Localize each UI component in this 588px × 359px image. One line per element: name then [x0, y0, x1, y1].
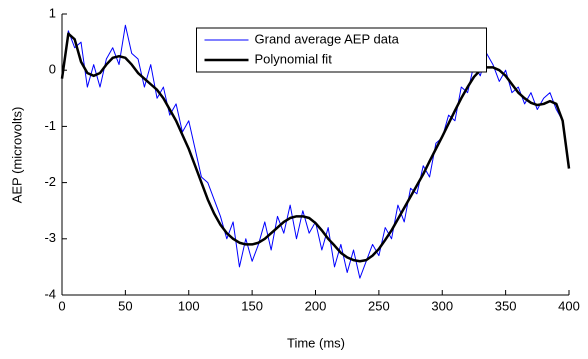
x-tick-label: 250: [368, 298, 390, 313]
x-tick-label: 350: [495, 298, 517, 313]
x-tick-label: 150: [241, 298, 263, 313]
y-axis-label: AEP (microvolts): [9, 107, 24, 204]
y-tick-label: -2: [44, 174, 56, 189]
y-tick-label: -4: [44, 286, 56, 301]
x-tick-label: 100: [178, 298, 200, 313]
y-tick-label: 1: [49, 5, 56, 20]
y-tick-label: -1: [44, 118, 56, 133]
x-tick-label: 50: [118, 298, 132, 313]
legend-label: Polynomial fit: [255, 51, 333, 66]
x-tick-label: 400: [558, 298, 580, 313]
y-tick-label: 0: [49, 62, 56, 77]
y-tick-label: -3: [44, 230, 56, 245]
x-axis-label: Time (ms): [287, 335, 345, 350]
x-tick-label: 0: [58, 298, 65, 313]
legend-label: Grand average AEP data: [255, 31, 400, 46]
legend-box: [196, 27, 487, 73]
x-tick-label: 300: [431, 298, 453, 313]
x-tick-label: 200: [305, 298, 327, 313]
